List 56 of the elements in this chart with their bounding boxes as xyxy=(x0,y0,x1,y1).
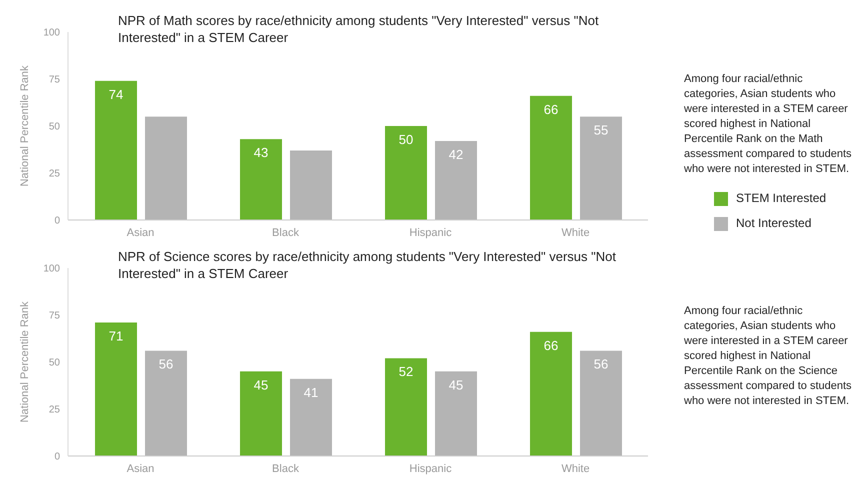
x-tick-label: Black xyxy=(272,226,300,239)
data-label: 66 xyxy=(544,338,558,353)
x-tick-label: Asian xyxy=(126,462,154,475)
data-label: 56 xyxy=(594,356,608,372)
text: Among four racial/ethnic categories, Asian students who were interested in a STEM career scored highest in National Percentile Rank on the Science assessment compared to students who were not interested in STEM. xyxy=(684,304,853,409)
data-label: 74 xyxy=(108,86,124,102)
y-tick-label: 100 xyxy=(43,28,60,39)
chart-title: NPR of Science scores by race/ethnicity among students "Very Interested" versus "Not Interested" in a STEM Career xyxy=(118,248,617,282)
data-label: 42 xyxy=(448,147,464,162)
x-tick-label: Asian xyxy=(126,226,154,239)
bar xyxy=(145,116,187,220)
data-label: 52 xyxy=(398,364,414,380)
bar xyxy=(240,371,282,456)
y-axis-title: National Percentile Rank xyxy=(18,300,31,423)
data-label: 50 xyxy=(398,132,414,147)
bar xyxy=(95,322,137,456)
data-label: 41 xyxy=(304,384,318,400)
x-tick-label: White xyxy=(561,462,590,475)
data-label: 45 xyxy=(448,377,464,392)
y-tick-label: 0 xyxy=(54,216,60,227)
y-tick-label: 50 xyxy=(48,122,60,133)
bar xyxy=(95,80,137,220)
y-tick-label: 75 xyxy=(48,74,60,86)
bar xyxy=(145,350,187,456)
y-tick-label: 25 xyxy=(48,404,60,416)
y-axis-title: National Percentile Rank xyxy=(18,64,31,187)
bar xyxy=(435,141,477,220)
data-label: 43 xyxy=(254,145,268,160)
y-tick-label: 100 xyxy=(43,264,60,275)
bar xyxy=(385,358,427,456)
x-tick-label: Hispanic xyxy=(409,226,452,239)
y-tick-label: 0 xyxy=(54,452,60,463)
bar xyxy=(240,139,282,220)
bar xyxy=(290,150,332,220)
data-label: 56 xyxy=(158,356,174,372)
bar xyxy=(580,350,622,456)
data-label: 66 xyxy=(544,102,558,117)
legend-label: Not Interested xyxy=(736,216,812,231)
x-tick-label: Black xyxy=(272,462,300,475)
bar xyxy=(435,371,477,456)
legend-label: STEM Interested xyxy=(736,191,826,206)
chart-title: NPR of Math scores by race/ethnicity among students "Very Interested" versus "Not Interested" in a STEM Career xyxy=(118,12,600,46)
x-tick-label: Hispanic xyxy=(409,462,452,475)
text: Among four racial/ethnic categories, Asian students who were interested in a STEM career scored highest in National Percentile Rank on the Math assessment compared to students who were not interested in STEM. xyxy=(684,72,853,177)
bar xyxy=(580,116,622,220)
bar xyxy=(385,126,427,220)
y-tick-label: 75 xyxy=(48,310,60,322)
y-tick-label: 50 xyxy=(48,358,60,369)
bar xyxy=(530,332,572,456)
bar xyxy=(290,378,332,456)
data-label: 55 xyxy=(594,122,608,138)
data-label: 45 xyxy=(254,377,268,392)
y-tick-label: 25 xyxy=(48,168,60,180)
x-tick-label: White xyxy=(561,226,590,239)
data-label: 71 xyxy=(108,328,124,344)
bar xyxy=(530,96,572,220)
